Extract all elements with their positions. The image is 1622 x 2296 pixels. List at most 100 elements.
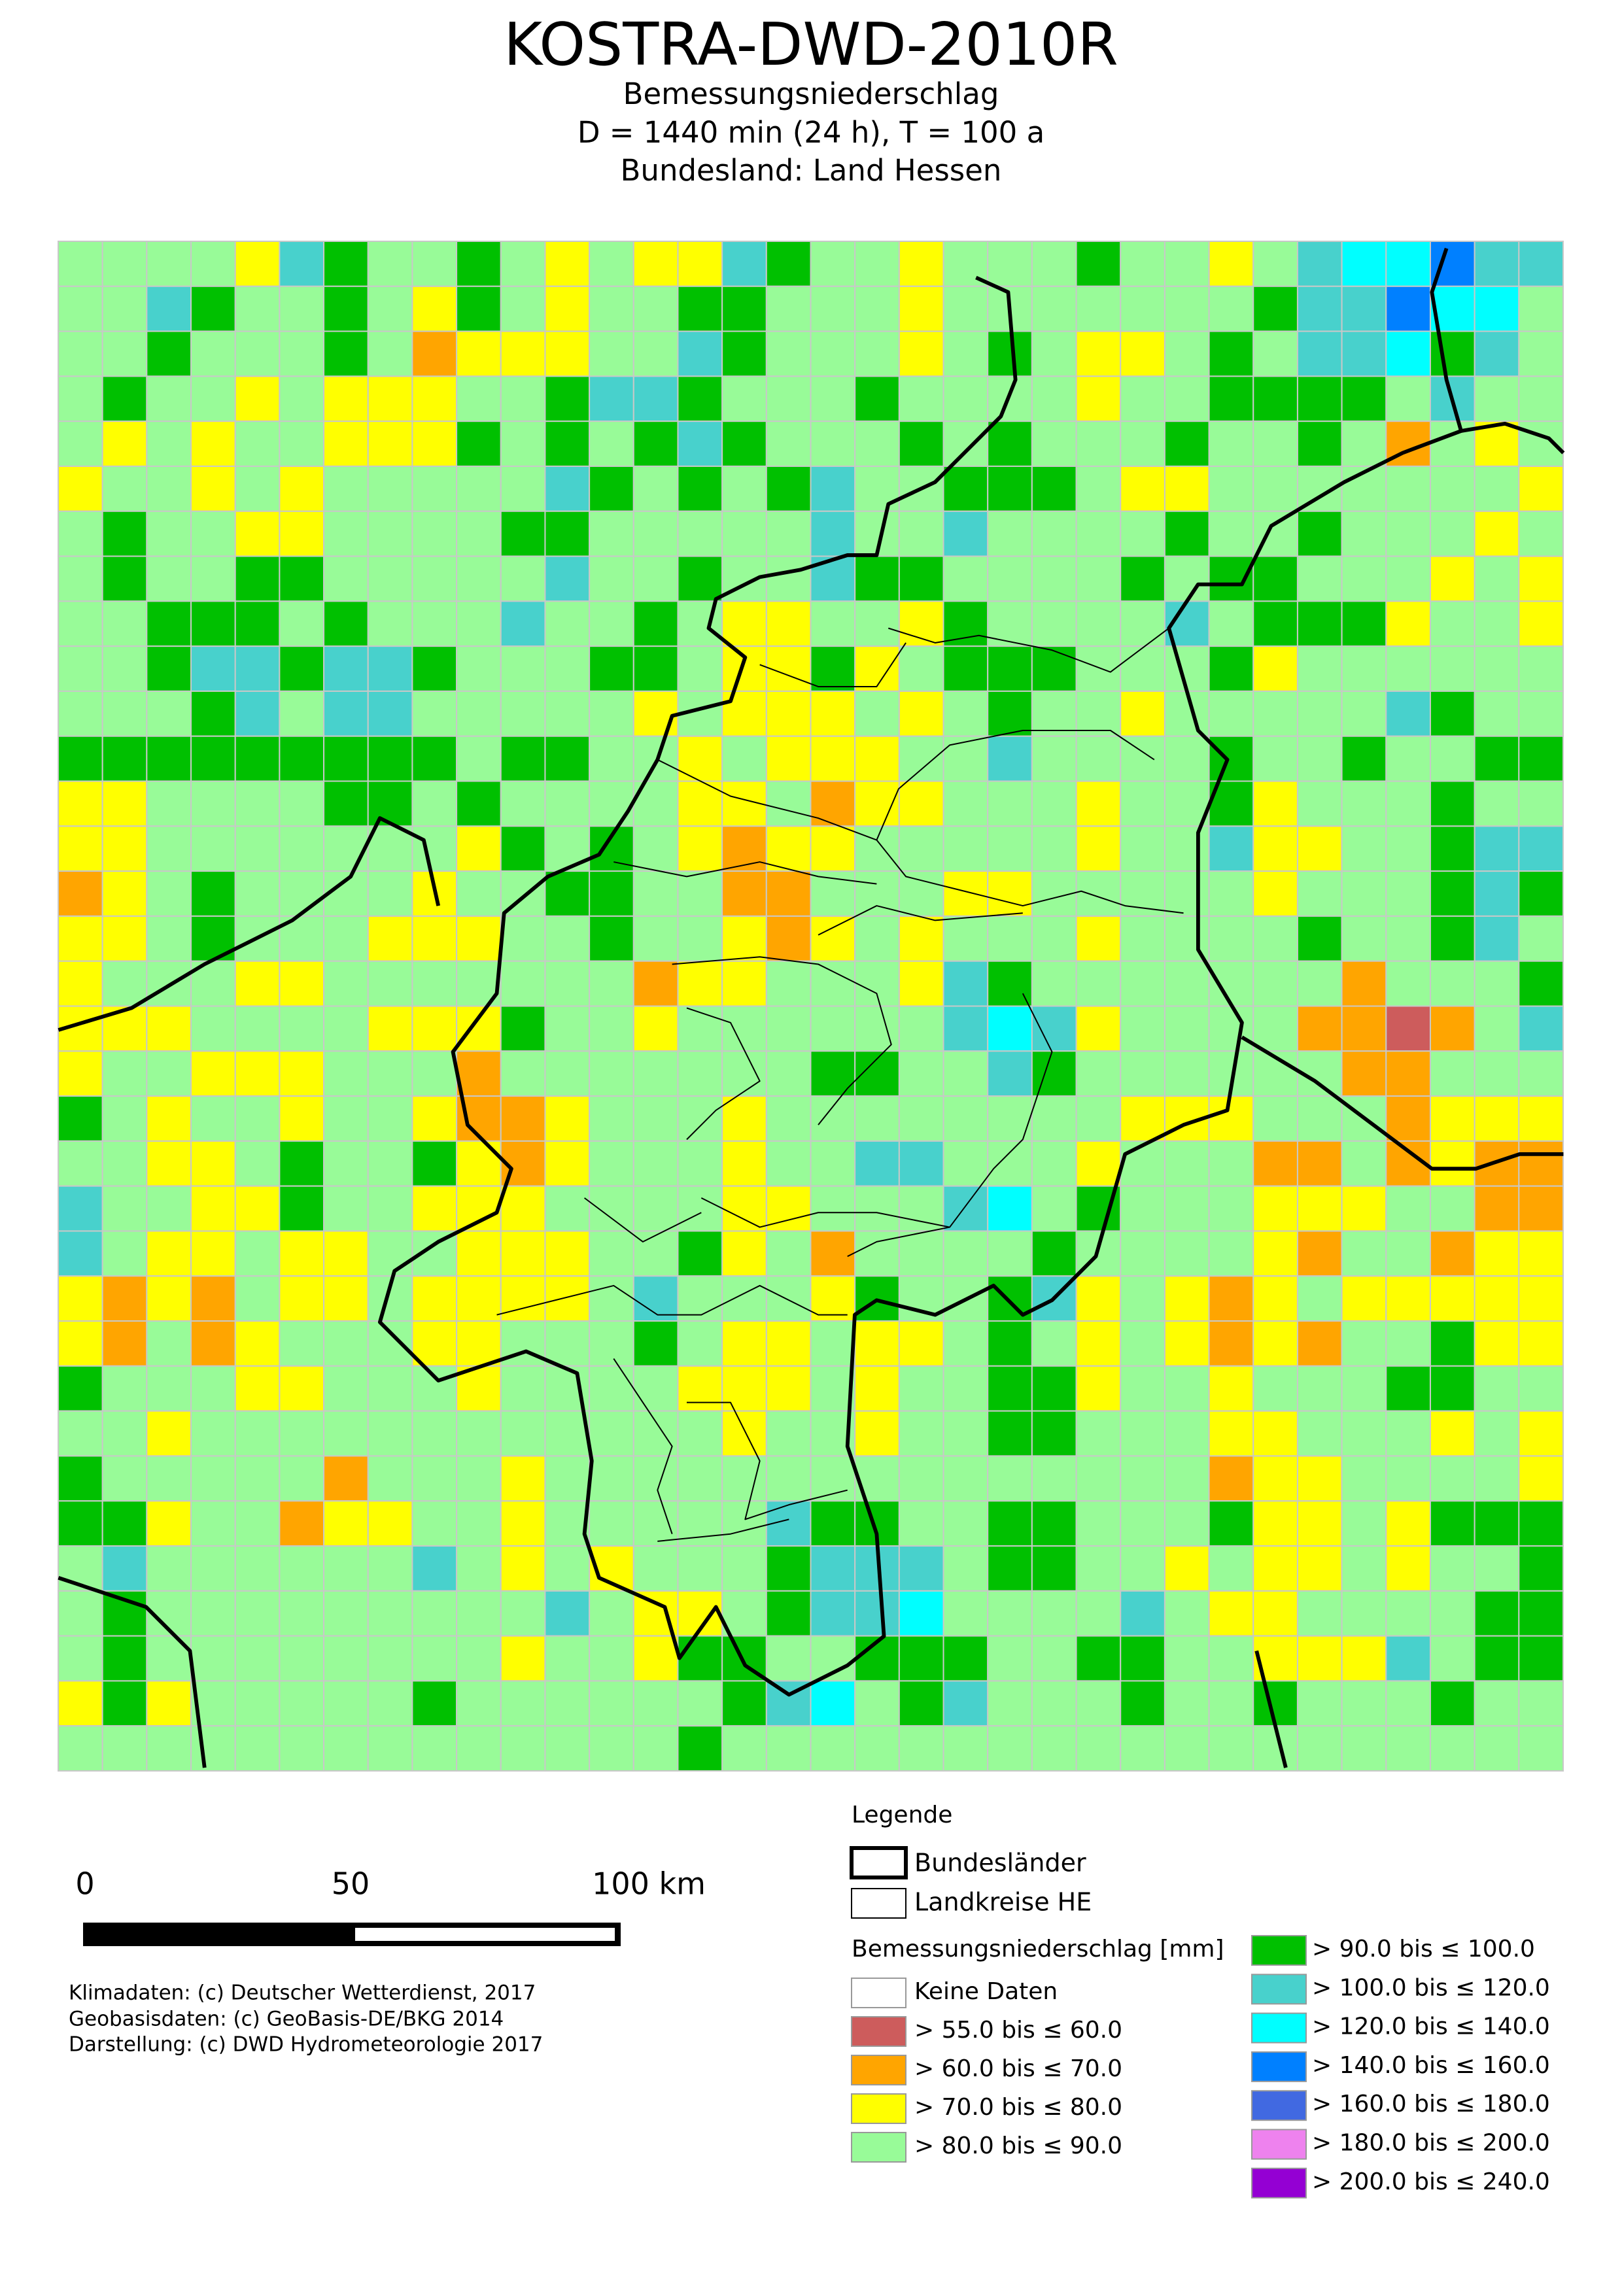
raster-cell bbox=[1474, 1725, 1520, 1772]
raster-cell bbox=[1518, 1185, 1564, 1232]
raster-cell bbox=[58, 1590, 103, 1637]
raster-cell bbox=[1429, 1725, 1475, 1772]
raster-cell bbox=[323, 330, 369, 377]
legend-swatch bbox=[851, 2016, 906, 2047]
raster-cell bbox=[190, 1635, 236, 1682]
raster-cell bbox=[1474, 285, 1520, 332]
raster-cell bbox=[1164, 1140, 1210, 1187]
raster-cell bbox=[101, 960, 148, 1007]
raster-cell bbox=[1341, 1050, 1387, 1097]
raster-cell bbox=[1385, 241, 1431, 287]
raster-cell bbox=[1031, 285, 1077, 332]
legend-swatch bbox=[851, 2132, 906, 2163]
raster-cell bbox=[500, 690, 546, 737]
raster-cell bbox=[1385, 870, 1431, 917]
raster-cell bbox=[1120, 780, 1165, 827]
raster-cell bbox=[721, 1500, 767, 1547]
raster-cell bbox=[234, 1230, 281, 1277]
raster-cell bbox=[1252, 285, 1298, 332]
raster-cell bbox=[1429, 1005, 1475, 1052]
raster-cell bbox=[456, 420, 502, 467]
raster-cell bbox=[1341, 1005, 1387, 1052]
raster-cell bbox=[411, 241, 458, 287]
raster-cell bbox=[589, 1320, 634, 1367]
raster-cell bbox=[589, 1635, 634, 1682]
raster-cell bbox=[1031, 330, 1077, 377]
raster-cell bbox=[279, 960, 325, 1007]
raster-cell bbox=[190, 510, 236, 557]
raster-cell bbox=[58, 510, 103, 557]
raster-cell bbox=[1120, 1725, 1165, 1772]
raster-cell bbox=[500, 555, 546, 602]
legend-label: Landkreise HE bbox=[914, 1888, 1092, 1917]
raster-cell bbox=[1518, 1680, 1564, 1727]
raster-cell bbox=[1385, 690, 1431, 737]
raster-cell bbox=[58, 1095, 103, 1142]
legend-district-swatch bbox=[851, 1888, 906, 1919]
raster-cell bbox=[58, 1320, 103, 1367]
raster-cell bbox=[58, 600, 103, 647]
raster-cell bbox=[677, 1680, 723, 1727]
raster-cell bbox=[987, 1140, 1033, 1187]
raster-cell bbox=[1296, 1725, 1343, 1772]
raster-cell bbox=[279, 1455, 325, 1502]
raster-cell bbox=[721, 960, 767, 1007]
raster-cell bbox=[234, 1635, 281, 1682]
raster-cell bbox=[765, 285, 812, 332]
raster-cell bbox=[544, 1185, 591, 1232]
raster-cell bbox=[411, 600, 458, 647]
raster-cell bbox=[677, 1545, 723, 1592]
raster-cell bbox=[1474, 375, 1520, 422]
raster-cell bbox=[1518, 1275, 1564, 1322]
raster-cell bbox=[323, 1185, 369, 1232]
raster-cell bbox=[500, 1185, 546, 1232]
raster-cell bbox=[1031, 600, 1077, 647]
raster-cell bbox=[987, 1185, 1033, 1232]
raster-cell bbox=[234, 1365, 281, 1412]
raster-cell bbox=[898, 1185, 944, 1232]
raster-cell bbox=[279, 1680, 325, 1727]
raster-cell bbox=[1120, 1680, 1165, 1727]
raster-cell bbox=[721, 375, 767, 422]
raster-cell bbox=[942, 690, 989, 737]
raster-cell bbox=[589, 1590, 634, 1637]
raster-cell bbox=[1164, 1050, 1210, 1097]
raster-cell bbox=[765, 1140, 812, 1187]
raster-cell bbox=[898, 510, 944, 557]
raster-cell bbox=[1031, 1230, 1077, 1277]
raster-cell bbox=[279, 1725, 325, 1772]
raster-cell bbox=[500, 1590, 546, 1637]
raster-cell bbox=[942, 330, 989, 377]
raster-cell bbox=[190, 1410, 236, 1457]
raster-cell bbox=[279, 465, 325, 512]
raster-cell bbox=[898, 915, 944, 962]
raster-cell bbox=[1474, 1050, 1520, 1097]
raster-cell bbox=[544, 960, 591, 1007]
raster-cell bbox=[1164, 510, 1210, 557]
raster-cell bbox=[1429, 1590, 1475, 1637]
raster-cell bbox=[942, 465, 989, 512]
raster-cell bbox=[1429, 1500, 1475, 1547]
raster-cell bbox=[500, 1365, 546, 1412]
raster-cell bbox=[323, 1410, 369, 1457]
raster-cell bbox=[810, 960, 856, 1007]
raster-cell bbox=[279, 1185, 325, 1232]
raster-cell bbox=[1518, 645, 1564, 692]
raster-cell bbox=[898, 1680, 944, 1727]
raster-cell bbox=[898, 1050, 944, 1097]
raster-cell bbox=[1208, 1275, 1254, 1322]
raster-cell bbox=[1208, 420, 1254, 467]
raster-cell bbox=[677, 870, 723, 917]
raster-cell bbox=[190, 1500, 236, 1547]
raster-cell bbox=[589, 1230, 634, 1277]
raster-cell bbox=[1208, 1545, 1254, 1592]
raster-cell bbox=[411, 1140, 458, 1187]
raster-cell bbox=[632, 241, 679, 287]
raster-cell bbox=[1031, 375, 1077, 422]
raster-cell bbox=[1208, 1320, 1254, 1367]
raster-cell bbox=[190, 1095, 236, 1142]
raster-cell bbox=[632, 825, 679, 872]
raster-cell bbox=[279, 1590, 325, 1637]
raster-cell bbox=[1031, 1500, 1077, 1547]
raster-cell bbox=[1208, 1725, 1254, 1772]
